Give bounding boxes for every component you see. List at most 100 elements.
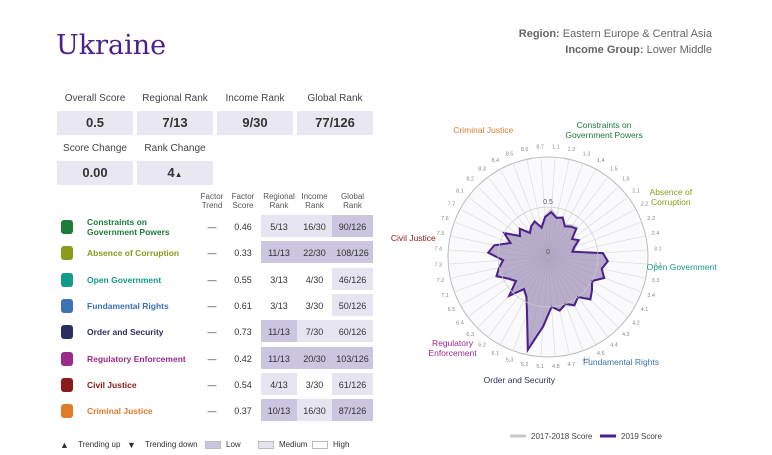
subfactor-label: 8.4	[491, 158, 499, 164]
column-header: Global Rank	[340, 192, 365, 210]
rank-cell: 60/126	[332, 320, 373, 345]
subfactor-label: 4.3	[622, 332, 630, 338]
rank-cell: 87/126	[332, 399, 373, 424]
series-polygon	[486, 210, 610, 354]
subfactor-label: 8.2	[466, 177, 474, 183]
factor-score: 0.33	[234, 248, 252, 259]
income-line: Income Group: Lower Middle	[565, 44, 712, 56]
legend-swatch	[312, 441, 328, 449]
rank-cell: 46/126	[332, 267, 373, 292]
score-box: 4▲	[137, 161, 213, 185]
subfactor-label: 8.5	[506, 151, 514, 157]
legend-swatch	[205, 441, 221, 449]
subfactor-label: 1.5	[610, 166, 618, 172]
region-line: Region: Eastern Europe & Central Asia	[519, 28, 712, 40]
subfactor-label: 4.6	[583, 358, 591, 364]
subfactor-label: 6.2	[478, 343, 486, 349]
radar-chart: 1.1 1.2 1.3 1.4 1.5 1.62.1 2.2 2.3 2.4 3.1 3.2 3.3 3…	[434, 145, 662, 441]
factor-name: Fundamental Rights	[87, 300, 169, 311]
factor-trend: —	[207, 222, 217, 232]
factor-icon	[61, 220, 73, 234]
subfactor-label: 5.1	[536, 364, 544, 370]
score-label: Income Rank	[225, 93, 285, 104]
rank-cell: 10/13	[261, 399, 297, 424]
subfactor-label: 4.5	[597, 351, 605, 357]
r-tick-label: 0	[546, 249, 550, 256]
factor-name: Absence of Corruption	[87, 248, 180, 259]
rank-cell: 22/30	[297, 241, 332, 266]
score-value: 0.00	[82, 165, 108, 180]
rank-cell: 16/30	[297, 399, 332, 424]
factor-name: Order and Security	[87, 327, 164, 338]
factor-icon	[61, 377, 73, 392]
score-value: 7/13	[162, 115, 188, 130]
legend-text: Trending up	[78, 440, 121, 449]
factor-score: 0.54	[234, 379, 252, 390]
rank-cell: 61/126	[332, 372, 373, 397]
score-label: Regional Rank	[142, 93, 208, 104]
factor-icon	[61, 351, 73, 366]
column-header: Factor Score	[231, 192, 255, 210]
factor-axis-label: Absence of Corruption	[649, 186, 693, 207]
legend-label: 2017-2018 Score	[531, 432, 593, 441]
rank-cell: 3/13	[261, 293, 297, 318]
factor-score: 0.42	[234, 353, 252, 364]
factor-trend: —	[207, 353, 217, 364]
legend-text: Medium	[279, 440, 308, 449]
legend-label: 2019 Score	[621, 432, 662, 441]
subfactor-label: 7.1	[441, 293, 449, 299]
subfactor-label: 4.2	[632, 320, 640, 326]
column-header: Regional Rank	[263, 192, 295, 210]
rank-cell: 4/30	[297, 267, 332, 292]
subfactor-label: 2.1	[632, 189, 640, 195]
rank-cell: 20/30	[297, 346, 332, 371]
column-header: Income Rank	[301, 192, 328, 210]
income: Lower Middle	[646, 44, 712, 56]
column-header: Factor Trend	[200, 192, 224, 210]
subfactor-label: 6.3	[466, 332, 474, 338]
r-tick-label: 0.5	[543, 199, 553, 206]
score-box: 0.00	[57, 161, 133, 185]
subfactor-label: 1.3	[583, 151, 591, 157]
subfactor-label: 1.6	[622, 177, 630, 183]
subfactor-label: 8.3	[478, 166, 486, 172]
score-box: 9/30	[217, 111, 293, 135]
legend-text: High	[333, 440, 350, 449]
factor-name: Constraints on Government Powers	[87, 217, 170, 237]
subfactor-label: 4.1	[641, 307, 649, 313]
region: Eastern Europe & Central Asia	[562, 28, 712, 40]
subfactor-label: 7.7	[448, 202, 456, 208]
score-label: Overall Score	[64, 93, 126, 104]
factor-trend: —	[207, 327, 217, 338]
score-box: 7/13	[137, 111, 213, 135]
subfactor-label: 6.1	[491, 351, 499, 357]
subfactor-label: 8.1	[456, 189, 464, 195]
factor-score: 0.73	[234, 327, 252, 338]
factor-axis-label: Fundamental Rights	[582, 356, 660, 367]
rank-cell: 50/126	[332, 293, 373, 318]
legend-swatch	[258, 441, 274, 449]
rank-cell: 3/30	[297, 372, 332, 397]
subfactor-label: 5.2	[521, 362, 529, 368]
rank-cell: 16/30	[297, 215, 332, 239]
subfactor-label: 3.2	[654, 262, 662, 268]
rank-cell: 11/13	[261, 320, 297, 345]
factor-trend: —	[207, 274, 217, 285]
factor-name: Criminal Justice	[87, 406, 153, 417]
rank-cell: 90/126	[332, 215, 373, 239]
legend-text: Trending down	[145, 440, 198, 449]
score-value: 4	[167, 165, 175, 180]
subfactor-label: 8.7	[536, 145, 544, 151]
factor-icon	[61, 272, 73, 287]
score-value: 9/30	[242, 115, 268, 130]
rank-cell: 5/13	[261, 215, 297, 239]
subfactor-label: 8.6	[521, 147, 529, 153]
score-value: 0.5	[85, 115, 105, 130]
factor-score: 0.46	[234, 222, 252, 232]
ring	[497, 206, 599, 308]
score-label: Global Rank	[307, 93, 363, 104]
subfactor-label: 7.2	[437, 278, 445, 284]
subfactor-label: 3.1	[654, 247, 662, 253]
income-label: Income Group:	[565, 44, 644, 56]
ring	[547, 256, 549, 258]
